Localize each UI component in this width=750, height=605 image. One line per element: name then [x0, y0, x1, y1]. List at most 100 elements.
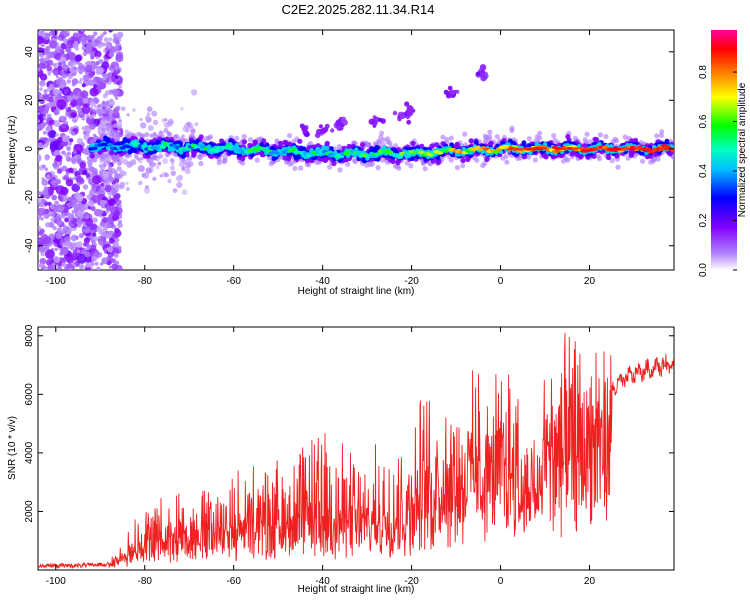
spectrogram-haze-point — [168, 179, 172, 183]
spectrogram-harmonic-point — [323, 127, 328, 132]
spectrogram-noise-point — [82, 105, 91, 114]
spectrogram-x-tick-label: 20 — [584, 276, 596, 287]
spectrogram-ridge-peak — [616, 148, 622, 151]
spectrogram-haze-point — [139, 160, 142, 163]
spectrogram-noise-point — [57, 169, 62, 174]
spectrogram-ridge-point — [650, 159, 655, 164]
spectrogram-ridge-point — [242, 139, 247, 144]
spectrogram-ridge-point — [537, 136, 542, 141]
spectrogram-noise-point — [35, 36, 43, 44]
spectrogram-ridge-point — [345, 162, 350, 167]
spectrogram-noise-point — [57, 137, 63, 143]
spectrogram-ridge-point — [461, 158, 466, 163]
spectrogram-x-tick-label: -60 — [226, 276, 241, 287]
spectrogram-noise-point — [35, 155, 42, 162]
spectrogram-noise-point — [109, 38, 113, 42]
spectrogram-haze-point — [176, 175, 182, 181]
spectrogram-noise-point — [73, 43, 79, 49]
spectrogram-ridge-core — [91, 147, 97, 151]
spectrogram-noise-point — [67, 79, 71, 83]
spectrogram-noise-point — [63, 38, 66, 41]
spectrogram-haze-point — [125, 182, 128, 185]
spectrogram-noise-point — [42, 122, 47, 127]
spectrogram-haze-point — [127, 113, 130, 116]
spectrogram-noise-point — [67, 95, 73, 101]
spectrogram-harmonic-point — [407, 105, 414, 112]
spectrogram-noise-point — [41, 199, 46, 204]
spectrogram-noise-point — [39, 87, 43, 91]
spectrogram-ridge-point — [167, 132, 172, 137]
spectrogram-noise-point — [115, 45, 120, 50]
spectrogram-noise-point — [92, 114, 96, 118]
spectrogram-ridge-point — [375, 145, 380, 150]
spectrogram-ridge-point — [654, 133, 659, 138]
spectrogram-noise-point — [85, 227, 91, 233]
spectrogram-haze-point — [180, 107, 183, 110]
spectrogram-noise-point — [64, 89, 69, 94]
spectrogram-haze-point — [107, 120, 112, 125]
spectrogram-noise-point — [85, 218, 93, 226]
spectrogram-noise-point — [84, 251, 90, 257]
spectrogram-noise-point — [71, 131, 75, 135]
spectrogram-noise-point — [83, 131, 87, 135]
spectrogram-ridge-point — [623, 135, 628, 140]
spectrogram-noise-point — [85, 65, 93, 73]
spectrogram-harmonic-point — [373, 120, 377, 124]
spectrogram-noise-point — [97, 68, 103, 74]
spectrogram-haze-point — [103, 110, 107, 114]
spectrogram-noise-point — [113, 241, 119, 247]
spectrogram-ridge-point — [163, 128, 168, 133]
spectrogram-harmonic-point — [444, 90, 449, 95]
spectrogram-ridge-core — [235, 146, 241, 150]
spectrogram-noise-point — [46, 126, 52, 132]
spectrogram-haze-point — [138, 165, 145, 172]
spectrogram-harmonic-point — [480, 75, 487, 82]
spectrogram-ridge-peak — [624, 147, 630, 150]
spectrogram-noise-point — [39, 125, 44, 130]
spectrogram-harmonic-point — [302, 130, 306, 134]
spectrogram-ridge-point — [377, 140, 382, 145]
spectrogram-noise-point — [117, 223, 122, 228]
spectrogram-noise-point — [118, 205, 122, 209]
spectrogram-haze-point — [126, 187, 130, 191]
spectrogram-noise-point — [106, 41, 112, 47]
spectrogram-noise-point — [80, 90, 88, 98]
spectrogram-haze-point — [171, 171, 176, 176]
spectrogram-noise-point — [76, 210, 82, 216]
spectrogram-haze-point — [144, 188, 150, 194]
spectrogram-haze-point — [125, 130, 130, 135]
spectrogram-noise-point — [59, 38, 62, 41]
spectrogram-haze-point — [156, 166, 160, 170]
spectrogram-noise-point — [63, 226, 70, 233]
spectrogram-harmonic-point — [338, 125, 342, 129]
spectrogram-noise-point — [108, 28, 113, 33]
spectrogram-noise-point — [59, 82, 66, 89]
spectrogram-noise-point — [98, 105, 101, 108]
spectrogram-haze-point — [108, 167, 113, 172]
spectrogram-haze-point — [182, 126, 188, 132]
spectrogram-ridge-point — [460, 163, 465, 168]
spectrogram-noise-point — [109, 52, 115, 58]
spectrogram-harmonic-point — [398, 112, 404, 118]
spectrogram-haze-point — [122, 171, 127, 176]
spectrogram-harmonic-point — [476, 72, 480, 76]
spectrogram-ridge-point — [504, 154, 509, 159]
spectrogram-ridge-point — [253, 140, 258, 145]
spectrogram-haze-point — [103, 200, 107, 204]
spectrogram-ridge-point — [158, 154, 163, 159]
spectrogram-noise-point — [45, 222, 50, 227]
spectrogram-haze-point — [106, 160, 110, 164]
spectrogram-ridge-point — [242, 134, 247, 139]
spectrogram-noise-point — [43, 131, 47, 135]
spectrogram-haze-point — [119, 175, 123, 179]
spectrogram-noise-point — [101, 232, 106, 237]
spectrogram-noise-point — [71, 235, 78, 242]
spectrogram-harmonic-point — [378, 118, 382, 122]
spectrogram-noise-point — [115, 67, 119, 71]
spectrogram-haze-point — [120, 185, 125, 190]
spectrogram-haze-point — [144, 132, 149, 137]
spectrogram-noise-point — [97, 36, 103, 42]
spectrogram-noise-point — [63, 65, 67, 69]
